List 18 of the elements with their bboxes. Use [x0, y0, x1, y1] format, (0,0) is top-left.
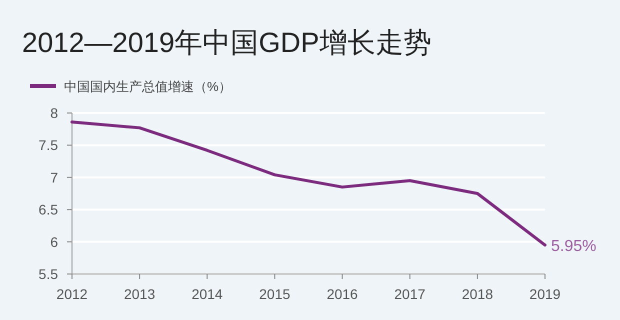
- y-tick-label: 5.5: [38, 266, 58, 282]
- x-tick-label: 2014: [192, 286, 223, 302]
- line-series: [70, 120, 546, 247]
- y-tick-label: 6: [50, 234, 58, 250]
- x-tick-label: 2012: [56, 286, 88, 302]
- y-tick-label: 7: [50, 169, 58, 186]
- data-label: 5.95%: [551, 238, 596, 256]
- x-tick-label: 2015: [259, 286, 290, 302]
- y-tick-label: 6.5: [38, 202, 58, 218]
- x-tick-label: 2017: [394, 286, 426, 302]
- chart-title: 2012—2019年中国GDP增长走势: [22, 27, 432, 58]
- y-tick-label: 7.5: [38, 137, 58, 154]
- y-tick-label: 8: [50, 105, 58, 121]
- x-tick-label: 2016: [326, 286, 358, 302]
- x-tick-label: 2013: [124, 286, 156, 302]
- x-tick-label: 2019: [529, 286, 561, 302]
- legend-label: 中国国内生产总值增速（%）: [64, 79, 232, 94]
- x-tick-label: 2018: [462, 286, 494, 302]
